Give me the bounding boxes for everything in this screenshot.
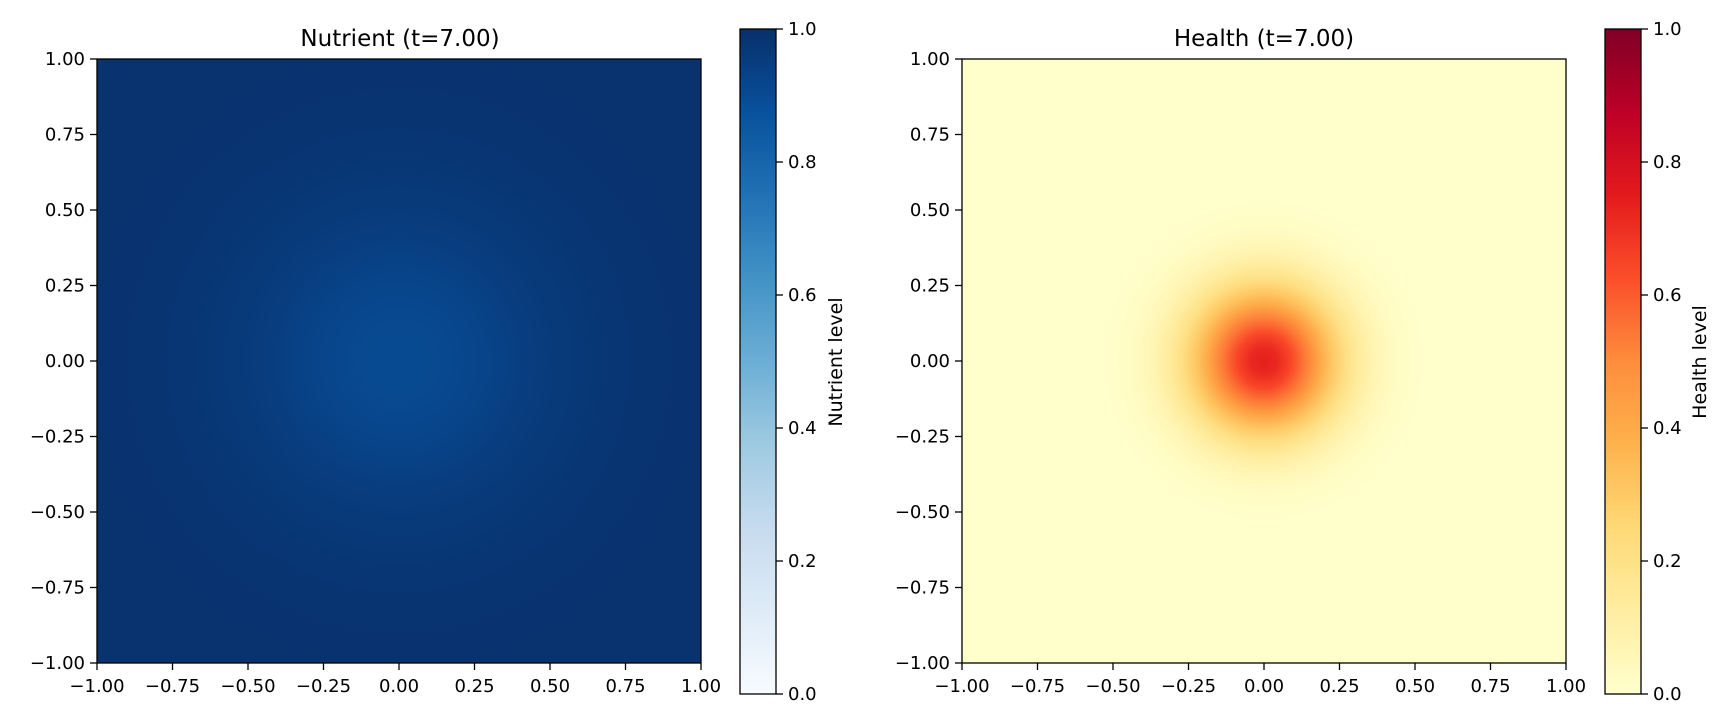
health-x-tick-label: 0.00 [1244, 676, 1284, 697]
nutrient-x-tick-label: 0.00 [379, 676, 419, 697]
nutrient-y-tick-label: 0.00 [45, 351, 85, 372]
nutrient-y-tick-label: 1.00 [45, 49, 85, 70]
nutrient-x-axis: −1.00 −0.75 −0.50 −0.25 0.00 0.25 0.50 0.75 1.00 [69, 663, 721, 697]
nutrient-panel: Nutrient (t=7.00) −1.00 −0.75 −0.50 −0.25 0.… [30, 19, 847, 705]
nutrient-y-axis: −1.00 −0.75 −0.50 −0.25 0.00 0.25 0.50 0.75 1.00 [30, 49, 97, 674]
nutrient-x-tick-label: −0.50 [220, 676, 275, 697]
health-y-axis: −1.00 −0.75 −0.50 −0.25 0.00 0.25 0.50 0.75 1.00 [895, 49, 962, 674]
health-x-tick-label: 0.75 [1470, 676, 1510, 697]
health-colorbar-tick-label: 0.8 [1653, 152, 1682, 173]
nutrient-x-tick-label: −1.00 [69, 676, 124, 697]
health-y-tick-label: 0.25 [910, 276, 950, 297]
health-colorbar-label: Health level [1689, 305, 1711, 419]
health-title: Health (t=7.00) [1174, 26, 1354, 52]
nutrient-y-tick-label: 0.75 [45, 125, 85, 146]
nutrient-colorbar [740, 29, 776, 694]
nutrient-colorbar-axis: 0.0 0.2 0.4 0.6 0.8 1.0 [776, 19, 817, 705]
nutrient-x-tick-label: 0.50 [530, 676, 570, 697]
nutrient-x-tick-label: 1.00 [681, 676, 721, 697]
nutrient-heatmap-blob [97, 59, 701, 663]
health-colorbar-tick-label: 1.0 [1653, 19, 1682, 40]
nutrient-y-tick-label: −0.50 [30, 502, 85, 523]
health-colorbar-tick-label: 0.0 [1653, 684, 1682, 705]
health-heatmap-blob [962, 59, 1566, 663]
nutrient-x-tick-label: 0.75 [605, 676, 645, 697]
nutrient-colorbar-tick-label: 0.4 [788, 418, 817, 439]
health-x-tick-label: −1.00 [934, 676, 989, 697]
health-x-tick-label: 0.50 [1395, 676, 1435, 697]
nutrient-colorbar-tick-label: 0.0 [788, 684, 817, 705]
nutrient-x-tick-label: −0.25 [296, 676, 351, 697]
nutrient-y-tick-label: −0.75 [30, 578, 85, 599]
health-x-tick-label: −0.25 [1161, 676, 1216, 697]
health-y-tick-label: −0.25 [895, 427, 950, 448]
health-panel: Health (t=7.00) −1.00 −0.75 −0.50 −0.25 0.00… [895, 19, 1711, 705]
nutrient-colorbar-tick-label: 0.8 [788, 152, 817, 173]
nutrient-colorbar-frame [739, 28, 777, 695]
nutrient-y-tick-label: −1.00 [30, 653, 85, 674]
nutrient-x-tick-label: −0.75 [145, 676, 200, 697]
health-x-tick-label: 0.25 [1319, 676, 1359, 697]
nutrient-x-tick-label: 0.25 [454, 676, 494, 697]
health-colorbar [1605, 29, 1641, 694]
health-colorbar-tick-label: 0.2 [1653, 551, 1682, 572]
health-x-tick-label: −0.75 [1010, 676, 1065, 697]
nutrient-y-tick-label: 0.50 [45, 200, 85, 221]
health-y-tick-label: 0.75 [910, 125, 950, 146]
health-x-tick-label: −0.50 [1085, 676, 1140, 697]
health-colorbar-axis: 0.0 0.2 0.4 0.6 0.8 1.0 [1641, 19, 1682, 705]
nutrient-title: Nutrient (t=7.00) [300, 26, 499, 52]
health-colorbar-tick-label: 0.6 [1653, 285, 1682, 306]
health-x-axis: −1.00 −0.75 −0.50 −0.25 0.00 0.25 0.50 0.75 1.00 [934, 663, 1586, 697]
health-y-tick-label: 1.00 [910, 49, 950, 70]
health-y-tick-label: −1.00 [895, 653, 950, 674]
health-colorbar-tick-label: 0.4 [1653, 418, 1682, 439]
nutrient-colorbar-label: Nutrient level [825, 297, 847, 426]
nutrient-y-tick-label: −0.25 [30, 427, 85, 448]
health-y-tick-label: −0.50 [895, 502, 950, 523]
nutrient-colorbar-tick-label: 0.6 [788, 285, 817, 306]
nutrient-colorbar-tick-label: 0.2 [788, 551, 817, 572]
health-colorbar-frame [1604, 28, 1642, 695]
health-y-tick-label: 0.00 [910, 351, 950, 372]
health-y-tick-label: 0.50 [910, 200, 950, 221]
health-y-tick-label: −0.75 [895, 578, 950, 599]
nutrient-y-tick-label: 0.25 [45, 276, 85, 297]
nutrient-colorbar-tick-label: 1.0 [788, 19, 817, 40]
health-x-tick-label: 1.00 [1546, 676, 1586, 697]
